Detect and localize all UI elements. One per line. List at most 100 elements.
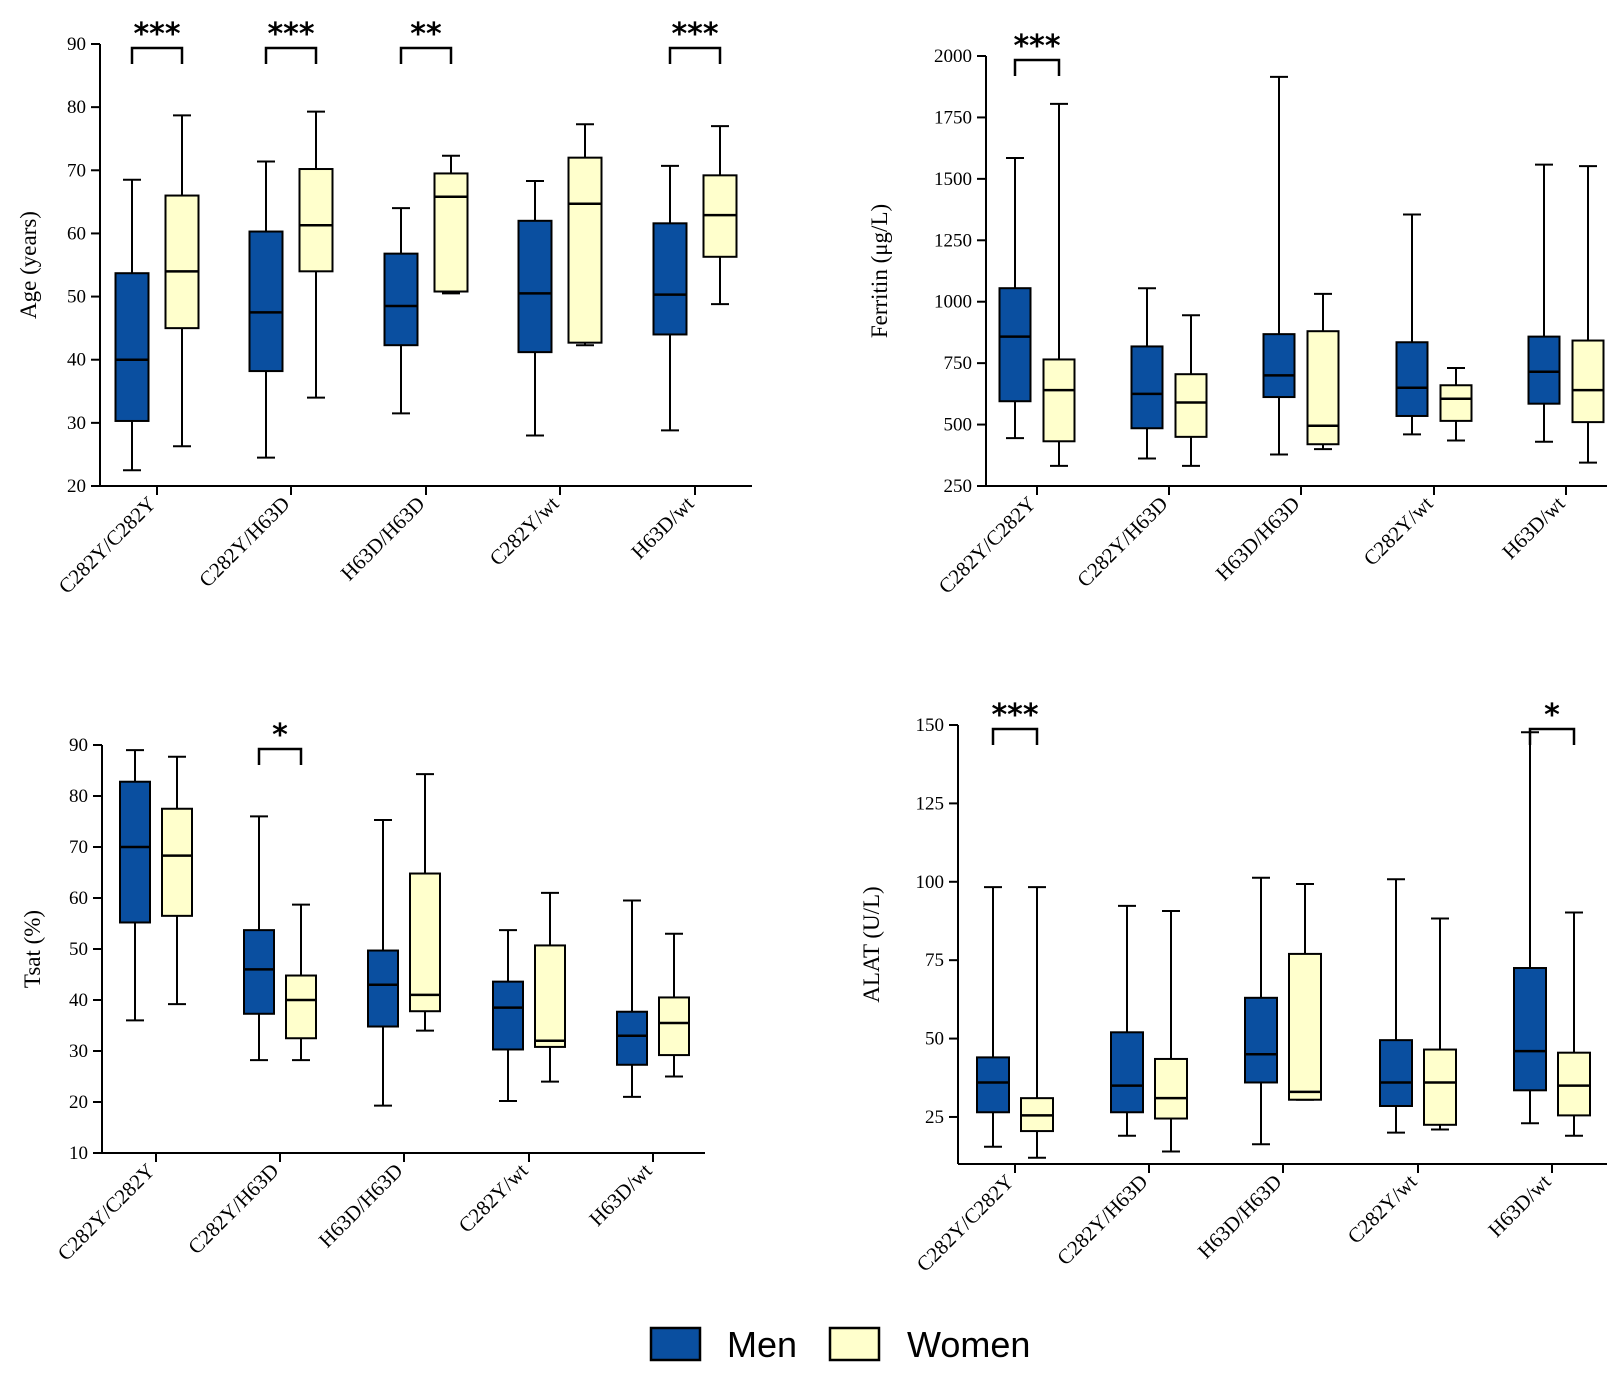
y-axis-title: Tsat (%): [20, 910, 45, 988]
iqr-box: [1130, 345, 1164, 430]
iqr-box: [616, 1010, 648, 1066]
men-box-c282y-c282y: [114, 178, 150, 472]
significance-bracket: [991, 727, 1039, 745]
iqr-box: [433, 172, 469, 293]
panel-ferritin-chart: 250 500 750 1000 1250 1500 1750 2000 Ferritin (μ…: [867, 29, 1607, 598]
y-tick-label: 50: [69, 939, 88, 960]
iqr-box: [298, 168, 334, 273]
iqr-box: [383, 252, 419, 347]
significance-bracket: [264, 46, 318, 64]
legend: Men Women: [649, 1324, 1030, 1365]
y-tick-label: 80: [67, 97, 86, 118]
iqr-box: [1571, 339, 1605, 424]
significance-bracket: [1013, 58, 1061, 76]
y-tick-label: 90: [69, 735, 88, 756]
iqr-box: [534, 944, 566, 1048]
iqr-box: [285, 974, 317, 1040]
men-box-h63d-wt: [616, 899, 648, 1098]
iqr-box: [1423, 1048, 1457, 1126]
men-box-c282y-wt: [492, 929, 524, 1102]
men-box-h63d-wt: [652, 164, 688, 432]
category-label: C282Y/C282Y: [53, 1159, 160, 1266]
iqr-box: [1154, 1057, 1188, 1120]
men-box-h63d-h63d: [1262, 75, 1296, 456]
y-tick-label: 100: [916, 872, 945, 893]
men-box-c282y-h63d: [1130, 287, 1164, 460]
significance-bracket: [257, 747, 303, 765]
category-label: H63D/wt: [584, 1158, 656, 1230]
women-box-c282y-c282y: [161, 755, 193, 1006]
category-label: H63D/wt: [1483, 1169, 1555, 1241]
men-box-c282y-h63d: [243, 815, 275, 1062]
women-box-h63d-wt: [702, 125, 738, 306]
women-box-c282y-wt: [534, 891, 566, 1083]
iqr-box: [567, 156, 603, 344]
y-tick-label: 75: [925, 950, 944, 971]
category-label: H63D/H63D: [1211, 492, 1305, 586]
iqr-box: [976, 1056, 1010, 1114]
y-tick-label: 2000: [934, 46, 972, 67]
iqr-box: [1288, 952, 1322, 1101]
category-label: C282Y/H63D: [194, 492, 294, 592]
men-box-h63d-h63d: [367, 818, 399, 1107]
y-tick-label: 40: [69, 990, 88, 1011]
category-label: C282Y/wt: [1343, 1169, 1422, 1248]
iqr-box: [248, 230, 284, 373]
women-box-c282y-h63d: [1174, 314, 1208, 467]
iqr-box: [1042, 358, 1076, 443]
women-box-c282y-wt: [567, 123, 603, 347]
iqr-box: [243, 929, 275, 1015]
men-box-c282y-wt: [1379, 878, 1413, 1134]
iqr-box: [1439, 384, 1473, 422]
iqr-box: [1306, 330, 1340, 446]
y-tick-label: 90: [67, 34, 86, 55]
category-label: H63D/H63D: [1193, 1170, 1287, 1264]
y-tick-label: 500: [944, 415, 973, 436]
legend-women-swatch: [828, 1326, 881, 1362]
iqr-box: [1379, 1039, 1413, 1107]
iqr-box: [1395, 341, 1429, 417]
significance-label: **: [410, 17, 442, 52]
significance-label: ***: [1013, 29, 1060, 64]
y-tick-label: 1000: [934, 292, 972, 313]
y-tick-label: 20: [69, 1092, 88, 1113]
significance-label: ***: [267, 17, 314, 52]
men-box-c282y-c282y: [119, 749, 151, 1022]
women-box-h63d-h63d: [409, 773, 441, 1032]
legend-men-label: Men: [727, 1324, 797, 1365]
significance-bracket: [668, 46, 722, 64]
y-tick-label: 750: [944, 353, 973, 374]
iqr-box: [1110, 1031, 1144, 1114]
women-box-c282y-c282y: [1020, 886, 1054, 1159]
men-box-c282y-h63d: [1110, 904, 1144, 1137]
category-label: C282Y/C282Y: [934, 492, 1041, 599]
women-box-c282y-c282y: [164, 114, 200, 448]
women-box-c282y-wt: [1439, 367, 1473, 442]
y-tick-label: 40: [67, 350, 86, 371]
iqr-box: [492, 980, 524, 1051]
panel-age-chart: 20 30 40 50 60 70 80 90 Age (years) C282Y/C282Y C2…: [16, 17, 752, 598]
men-box-h63d-h63d: [1244, 876, 1278, 1146]
y-tick-label: 30: [67, 413, 86, 434]
iqr-box: [164, 194, 200, 330]
y-tick-label: 1250: [934, 230, 972, 251]
iqr-box: [652, 222, 688, 336]
women-box-h63d-wt: [658, 932, 690, 1078]
women-box-h63d-h63d: [1306, 292, 1340, 451]
significance-label: ***: [671, 17, 718, 52]
iqr-box: [1244, 996, 1278, 1084]
y-tick-label: 150: [916, 715, 945, 736]
y-tick-label: 30: [69, 1041, 88, 1062]
iqr-box: [658, 996, 690, 1057]
significance-label: ***: [991, 698, 1038, 733]
y-tick-label: 20: [67, 476, 86, 497]
category-label: C282Y/H63D: [1072, 492, 1172, 592]
category-label: C282Y/H63D: [183, 1159, 283, 1259]
women-box-h63d-wt: [1571, 165, 1605, 464]
category-label: H63D/H63D: [314, 1159, 408, 1253]
y-tick-label: 60: [67, 223, 86, 244]
category-label: C282Y/C282Y: [54, 492, 161, 599]
y-tick-label: 1500: [934, 169, 972, 190]
y-axis-title: Ferritin (μg/L): [867, 204, 892, 338]
y-tick-label: 125: [916, 793, 945, 814]
